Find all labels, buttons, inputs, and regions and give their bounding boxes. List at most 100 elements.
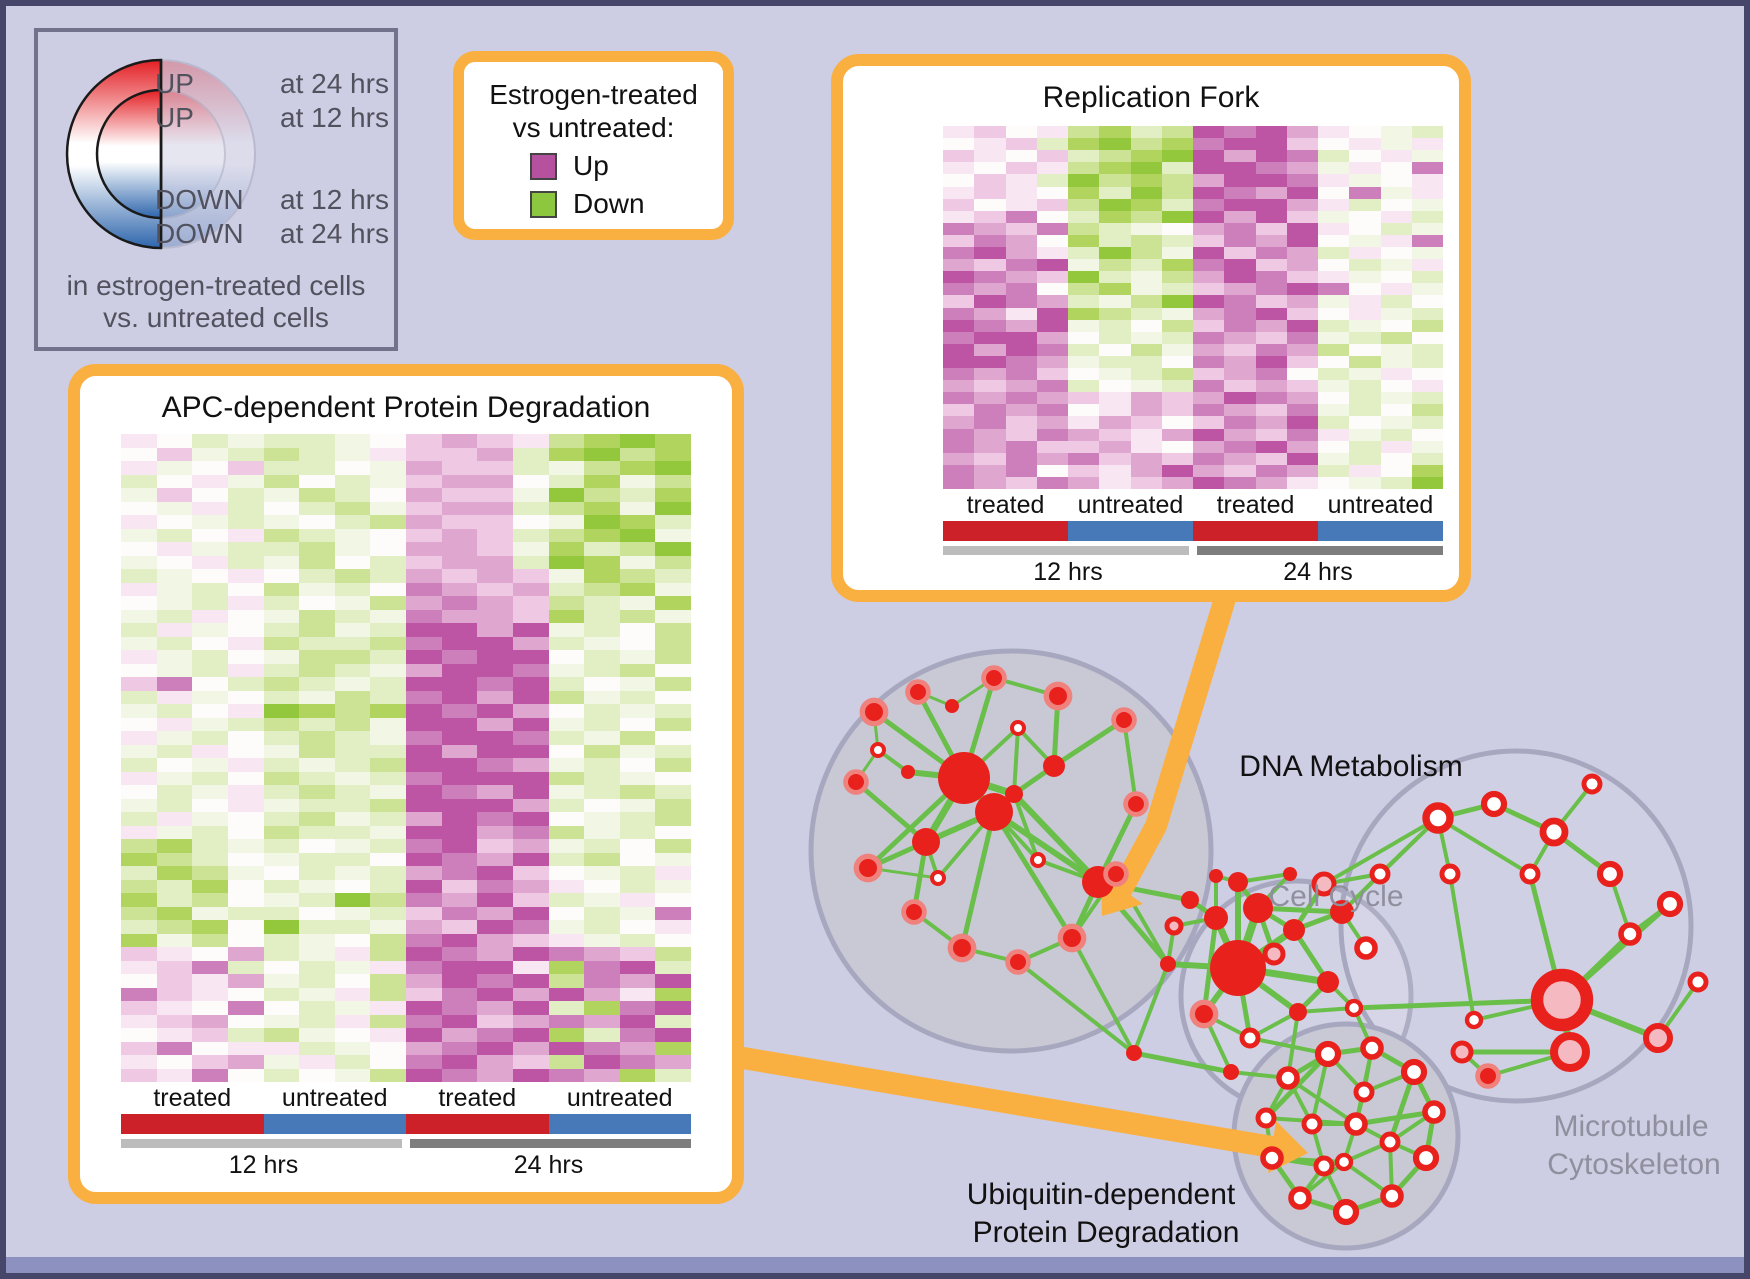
network-node: [986, 670, 1002, 686]
heatmap-cell: [441, 663, 478, 677]
heatmap-cell: [370, 569, 406, 583]
network-edge: [1011, 791, 1101, 885]
heatmap-cell: [263, 447, 300, 461]
heatmap-cell: [441, 1028, 478, 1042]
apc_degradation-heatmap: [121, 434, 691, 1082]
heatmap-cell: [1005, 380, 1037, 393]
heatmap-cell: [370, 1068, 406, 1082]
heatmap-cell: [1130, 464, 1162, 477]
heatmap-cell: [1099, 186, 1131, 199]
network-node: [901, 765, 915, 779]
heatmap-cell: [263, 1014, 300, 1028]
heatmap-cell: [192, 744, 228, 758]
heatmap-cell: [1349, 126, 1381, 139]
heatmap-cell: [1411, 404, 1443, 417]
heatmap-cell: [974, 259, 1006, 272]
heatmap-cell: [1255, 331, 1287, 344]
heatmap-cell: [548, 515, 585, 529]
network-node: [975, 793, 1013, 831]
heatmap-cell: [1349, 355, 1381, 368]
heatmap-cell: [584, 1014, 620, 1028]
network-node-ring: [1030, 852, 1046, 868]
heatmap-cell: [1099, 380, 1131, 393]
network-edge: [1016, 960, 1136, 1055]
heatmap-cell: [334, 1068, 371, 1082]
heatmap-cell: [1005, 234, 1037, 247]
heatmap-cell: [1036, 307, 1068, 320]
heatmap-cell: [370, 623, 406, 637]
heatmap-cell: [441, 744, 478, 758]
heatmap-cell: [1161, 355, 1193, 368]
group-label-untreated: untreated: [1077, 490, 1184, 519]
heatmap-cell: [1349, 416, 1381, 429]
heatmap-cell: [1068, 198, 1100, 211]
heatmap-cell: [619, 555, 656, 569]
heatmap-cell: [1255, 259, 1287, 272]
heatmap-cell: [406, 947, 442, 961]
heatmap-cell: [406, 785, 442, 799]
heatmap-cell: [299, 704, 335, 718]
heatmap-cell: [1224, 428, 1256, 441]
heatmap-cell: [584, 825, 620, 839]
heatmap-cell: [1130, 222, 1162, 235]
group-label-treated: treated: [438, 1083, 517, 1112]
heatmap-cell: [974, 343, 1006, 356]
heatmap-cell: [548, 690, 585, 704]
heatmap-cell: [370, 542, 406, 556]
heatmap-cell: [1005, 343, 1037, 356]
heatmap-cell: [1411, 416, 1443, 429]
heatmap-cell: [121, 1014, 157, 1028]
heatmap-cell: [1411, 368, 1443, 381]
heatmap-cell: [943, 186, 975, 199]
heatmap-cell: [974, 476, 1006, 489]
heatmap-cell: [477, 623, 513, 637]
heatmap-cell: [406, 501, 442, 515]
heatmap-cell: [584, 798, 620, 812]
heatmap-cell: [584, 866, 620, 880]
heatmap-cell: [477, 569, 513, 583]
heatmap-cell: [1411, 476, 1443, 489]
heatmap-cell: [299, 677, 335, 691]
heatmap-cell: [263, 879, 300, 893]
heatmap-cell: [477, 717, 513, 731]
network-edge: [1070, 936, 1136, 1055]
heatmap-cell: [1068, 416, 1100, 429]
heatmap-cell: [1161, 186, 1193, 199]
heatmap-cell: [121, 960, 157, 974]
heatmap-cell: [477, 987, 513, 1001]
updown-time-2: at 12 hrs: [280, 184, 389, 215]
heatmap-cell: [192, 960, 228, 974]
heatmap-cell: [227, 731, 264, 745]
heatmap-cell: [1005, 271, 1037, 284]
network-node: [1330, 900, 1354, 924]
heatmap-cell: [1005, 331, 1037, 344]
heatmap-cell: [1068, 283, 1100, 296]
heatmap-cell: [1224, 295, 1256, 308]
heatmap-cell: [192, 1014, 228, 1028]
heatmap-cell: [584, 542, 620, 556]
heatmap-cell: [1005, 307, 1037, 320]
heatmap-cell: [655, 771, 691, 785]
heatmap-cell: [334, 731, 371, 745]
heatmap-cell: [227, 1014, 264, 1028]
heatmap-cell: [263, 758, 300, 772]
heatmap-cell: [334, 879, 371, 893]
network-node: [1289, 1003, 1307, 1021]
heatmap-cell: [1286, 452, 1318, 465]
heatmap-cell: [512, 717, 549, 731]
heatmap-cell: [1255, 307, 1287, 320]
heatmap-cell: [655, 596, 691, 610]
heatmap-cell: [1036, 319, 1068, 332]
heatmap-cell: [548, 663, 585, 677]
heatmap-cell: [477, 515, 513, 529]
network-node: [1063, 929, 1081, 947]
heatmap-cell: [227, 1028, 264, 1042]
heatmap-cell: [477, 906, 513, 920]
heatmap-cell: [192, 731, 228, 745]
heatmap-cell: [619, 933, 656, 947]
updown-time-3: at 24 hrs: [280, 218, 389, 249]
heatmap-cell: [156, 447, 193, 461]
heatmap-cell: [299, 906, 335, 920]
network-node: [938, 752, 990, 804]
network-node-ring-pink: [1311, 871, 1337, 897]
